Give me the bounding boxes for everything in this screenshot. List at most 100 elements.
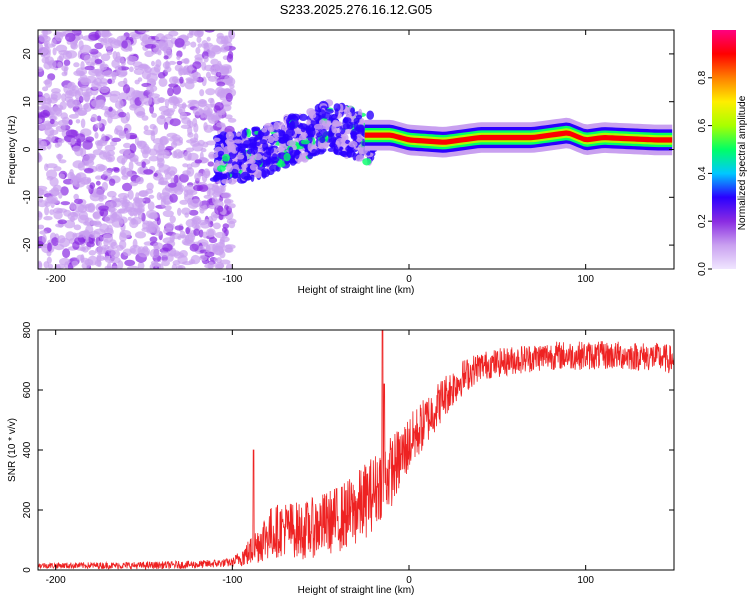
spectrogram-noise-blob (82, 154, 95, 164)
spectrogram-noise-blob (44, 78, 53, 88)
spectrogram-noise-blob (89, 48, 99, 55)
snr-series-line (38, 330, 674, 570)
spectrogram-noise-blob (106, 245, 114, 252)
spectrogram-noise-blob (98, 196, 104, 202)
spectrogram-transition-blob (241, 129, 247, 139)
spectrogram-noise-blob (158, 143, 165, 152)
spectrogram-noise-blob (134, 158, 139, 165)
spectrogram-noise-blob (214, 257, 218, 262)
spectrogram-transition-blob (346, 122, 354, 130)
spectrogram-transition-blob (333, 128, 341, 134)
spectrogram-noise-blob (96, 253, 102, 263)
spectrogram-noise-blob (143, 125, 149, 131)
spectrogram-noise-blob (121, 40, 128, 49)
spectrogram-noise-blob (187, 99, 199, 105)
spectrogram-noise-blob (226, 53, 234, 63)
spectrogram-transition-blob (211, 153, 219, 159)
spectrogram-noise-blob (222, 223, 229, 229)
spectrogram-noise-blob (126, 55, 138, 62)
spectrogram-noise-blob (196, 36, 202, 43)
spectrogram-noise-blob (38, 224, 45, 230)
spectrogram-noise-blob (156, 192, 162, 201)
spectrogram-transition-blob (268, 146, 274, 154)
spectrogram-noise-blob (138, 201, 143, 212)
spectrogram-noise-blob (125, 130, 131, 141)
spectrogram-noise-blob (204, 170, 211, 177)
spectrogram-transition-blob (249, 155, 254, 162)
spectrogram-noise-blob (158, 39, 168, 49)
spectrogram-noise-blob (127, 216, 132, 221)
spectrogram-transition-blob (246, 149, 253, 155)
spectrogram-noise-blob (38, 66, 44, 72)
spectrogram-transition-blob (357, 124, 364, 133)
spectrogram-noise-blob (129, 152, 136, 162)
snr-x-axis-label: Height of straight line (km) (298, 585, 415, 596)
spectrogram-noise-blob (69, 169, 74, 177)
spectrogram-transition-blob (213, 175, 218, 180)
snr-y-axis-label: SNR (10 * v/v) (7, 418, 18, 482)
spectrogram-transition-blob (243, 140, 251, 147)
spectrogram-noise-blob (153, 96, 161, 105)
spectrogram-noise-blob (136, 111, 146, 116)
spectrogram-noise-blob (60, 201, 71, 206)
spectrogram-transition-blob (285, 128, 295, 137)
spectrogram-noise-blob (202, 231, 208, 239)
snr-y-tick-label: 200 (22, 501, 33, 518)
spectrogram-noise-blob (74, 98, 81, 108)
spectrogram-transition-blob (233, 139, 243, 144)
spectrogram-transition-blob (241, 163, 248, 169)
spectrogram-noise-blob (224, 75, 230, 82)
spectrogram-noise-blob (127, 189, 134, 200)
spectrogram-noise-blob (157, 72, 166, 79)
spectrogram-noise-blob (95, 180, 101, 186)
spectrogram-noise-blob (73, 70, 86, 77)
spectrogram-noise-blob (145, 188, 154, 194)
spectrogram-transition-blob (316, 149, 325, 155)
spectrogram-noise-blob (78, 96, 84, 103)
spectrogram-noise-blob (61, 116, 70, 125)
spectrogram-noise-blob (229, 84, 235, 89)
spectrogram-noise-blob (97, 240, 102, 247)
spectrogram-noise-blob (38, 35, 51, 43)
spectrogram-noise-blob (206, 36, 211, 42)
spectrogram-transition-blob (219, 173, 228, 179)
spectrogram-noise-blob (219, 259, 231, 265)
spectrogram-noise-blob (188, 120, 194, 129)
spectrogram-noise-blob (138, 249, 150, 258)
spectrogram-noise-blob (159, 135, 170, 145)
spectrogram-noise-blob (38, 118, 43, 124)
spectrogram-transition-blob (283, 152, 291, 162)
spectrogram-noise-blob (169, 118, 181, 127)
spectrogram-noise-blob (72, 160, 85, 169)
spectrogram-noise-blob (88, 31, 100, 41)
spectrogram-noise-blob (164, 66, 172, 73)
spectrogram-noise-blob (52, 207, 63, 214)
spectrogram-noise-blob (57, 219, 67, 225)
spectrogram-noise-blob (109, 256, 121, 264)
spectrogram-noise-blob (79, 85, 91, 92)
spectrogram-noise-blob (205, 111, 212, 117)
spectrogram-noise-blob (102, 70, 115, 77)
spectrogram-transition-blob (346, 149, 356, 158)
spectrogram-noise-blob (43, 216, 53, 221)
spectrogram-noise-blob (183, 57, 190, 65)
spectrogram-noise-blob (108, 178, 116, 186)
colorbar-ticks: 0.0 0.2 0.4 0.6 0.8 (697, 70, 712, 276)
spectrogram-transition-blob (261, 127, 268, 133)
spectrogram-noise-blob (91, 80, 99, 90)
snr-x-tick-label: -200 (46, 575, 66, 586)
spectrogram-noise-blob (189, 243, 199, 252)
spectrogram-x-tick-label: 100 (577, 274, 594, 285)
spectrogram-transition-blob (286, 140, 296, 147)
spectrogram-noise-blob (174, 225, 184, 231)
spectrogram-noise-blob (95, 122, 103, 129)
spectrogram-noise-blob (46, 195, 58, 204)
spectrogram-noise-blob (58, 159, 67, 164)
spectrogram-noise-blob (99, 64, 108, 71)
spectrogram-noise-blob (124, 259, 136, 267)
spectrogram-transition-blob (294, 149, 300, 160)
spectrogram-transition-blob (273, 136, 279, 142)
spectrogram-noise-blob (118, 92, 128, 102)
spectrogram-transition-blob (328, 132, 333, 141)
spectrogram-noise-blob (134, 231, 147, 239)
